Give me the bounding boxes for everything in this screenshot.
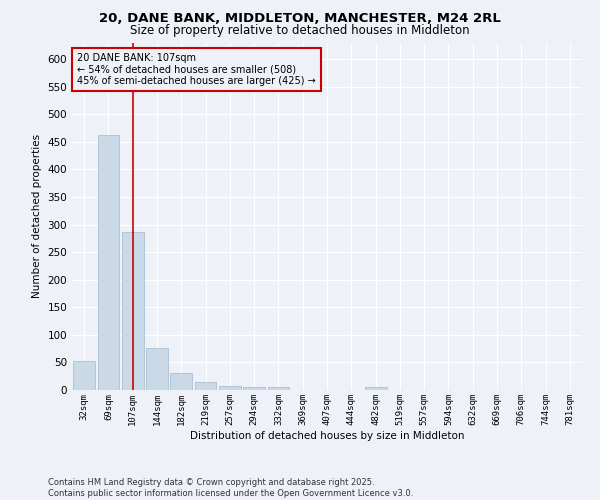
Text: 20, DANE BANK, MIDDLETON, MANCHESTER, M24 2RL: 20, DANE BANK, MIDDLETON, MANCHESTER, M2…	[99, 12, 501, 26]
Bar	[194, 382, 217, 390]
Bar	[219, 386, 241, 390]
Text: 20 DANE BANK: 107sqm
← 54% of detached houses are smaller (508)
45% of semi-deta: 20 DANE BANK: 107sqm ← 54% of detached h…	[77, 53, 316, 86]
Text: Size of property relative to detached houses in Middleton: Size of property relative to detached ho…	[130, 24, 470, 37]
Y-axis label: Number of detached properties: Number of detached properties	[32, 134, 42, 298]
Bar	[365, 387, 386, 390]
Bar	[122, 232, 143, 390]
Bar	[146, 348, 168, 390]
Text: Contains HM Land Registry data © Crown copyright and database right 2025.
Contai: Contains HM Land Registry data © Crown c…	[48, 478, 413, 498]
Bar	[97, 134, 119, 390]
Bar	[73, 361, 95, 390]
Bar	[243, 387, 265, 390]
X-axis label: Distribution of detached houses by size in Middleton: Distribution of detached houses by size …	[190, 430, 464, 440]
Bar	[170, 374, 192, 390]
Bar	[268, 386, 289, 390]
